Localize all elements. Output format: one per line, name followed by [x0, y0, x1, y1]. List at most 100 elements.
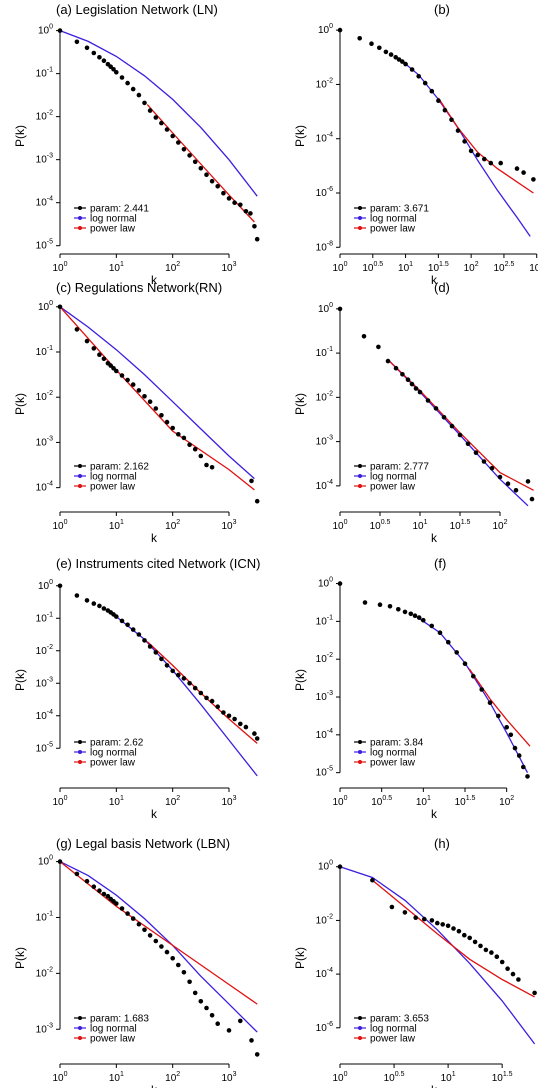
data-point — [390, 905, 395, 910]
data-point — [471, 674, 476, 679]
data-point — [451, 926, 456, 931]
data-point — [75, 872, 80, 877]
data-point — [413, 613, 418, 618]
legend-param-marker — [358, 740, 362, 744]
data-point — [378, 602, 383, 607]
data-point — [484, 948, 489, 953]
data-point — [409, 612, 414, 617]
data-point — [199, 454, 204, 459]
y-tick-label: 100 — [318, 577, 333, 590]
y-axis-label: P(k) — [293, 947, 307, 969]
data-point — [131, 382, 136, 387]
data-point — [531, 177, 536, 182]
panel-title: (b) — [434, 2, 450, 17]
data-point — [396, 607, 401, 612]
data-point — [482, 157, 487, 162]
legend-powerlaw-marker — [358, 760, 362, 764]
data-point — [215, 184, 220, 189]
data-point — [362, 334, 367, 339]
legend-lognormal-marker — [78, 1026, 82, 1030]
data-point — [435, 921, 440, 926]
x-tick-label: 103 — [221, 519, 236, 532]
data-point — [165, 420, 170, 425]
data-point — [85, 879, 90, 884]
data-point — [255, 1052, 260, 1057]
x-tick-label: 100 — [332, 795, 347, 808]
y-tick-label: 10-2 — [36, 966, 53, 979]
data-point — [142, 928, 147, 933]
data-point — [165, 127, 170, 132]
data-point — [248, 211, 253, 216]
data-point — [417, 615, 422, 620]
data-point — [193, 686, 198, 691]
y-tick-label: 10-3 — [36, 153, 53, 166]
panel-title: (f) — [434, 556, 446, 571]
data-point — [193, 447, 198, 452]
x-tick-label: 102 — [165, 261, 180, 274]
legend-powerlaw-marker — [358, 484, 362, 488]
chart-panel-6: (f) 100 10-1 10-2 10-3 10-4 10-5 100 100.5 101 101… — [293, 556, 530, 821]
data-point — [97, 352, 102, 357]
x-tick-label: 101 — [412, 519, 427, 532]
data-point — [457, 929, 462, 934]
x-tick-label: 100.5 — [370, 519, 391, 532]
data-point — [418, 390, 423, 395]
x-tick-label: 100 — [52, 795, 67, 808]
y-axis-label: P(k) — [13, 669, 27, 691]
data-point — [442, 415, 447, 420]
y-axis-label: P(k) — [13, 393, 27, 415]
data-point — [479, 687, 484, 692]
data-point — [377, 46, 382, 51]
legend: param: 2.162log normalpower law — [74, 462, 149, 493]
y-tick-label: 10-4 — [316, 479, 333, 492]
data-point — [488, 700, 493, 705]
data-point — [125, 378, 130, 383]
data-point — [176, 432, 181, 437]
data-point — [495, 954, 500, 959]
data-point — [125, 81, 130, 86]
data-point — [182, 970, 187, 975]
legend-lognormal-marker — [78, 216, 82, 220]
data-point — [394, 366, 399, 371]
y-tick-label: 10-2 — [316, 390, 333, 403]
chart-panel-2: (b)10010-210-410-610-8100 100.5 101 101.5 10… — [293, 2, 538, 287]
legend-powerlaw-marker — [78, 1036, 82, 1040]
data-point — [137, 388, 142, 393]
data-point — [227, 714, 232, 719]
data-point — [526, 479, 531, 484]
data-point — [517, 753, 522, 758]
y-tick-label: 100 — [318, 302, 333, 315]
data-point — [85, 339, 90, 344]
data-point — [426, 398, 431, 403]
data-point — [215, 704, 220, 709]
data-point — [176, 673, 181, 678]
data-point — [148, 933, 153, 938]
legend-powerlaw-marker — [78, 760, 82, 764]
legend-lognormal-marker — [358, 474, 362, 478]
legend-powerlaw-text: power law — [370, 482, 416, 493]
data-point — [369, 41, 374, 46]
data-point — [338, 28, 343, 33]
x-tick-label: 101 — [416, 795, 431, 808]
legend-param-marker — [358, 206, 362, 210]
x-tick-label: 100.5 — [371, 795, 392, 808]
x-tick-label: 100 — [52, 1071, 67, 1084]
data-point — [159, 657, 164, 662]
y-tick-label: 10-4 — [36, 709, 53, 722]
data-point — [92, 601, 97, 606]
data-point — [102, 606, 107, 611]
data-point — [403, 610, 408, 615]
legend-lognormal-marker — [358, 216, 362, 220]
y-tick-label: 10-5 — [36, 239, 53, 252]
y-tick-label: 100 — [38, 855, 53, 868]
data-point — [252, 731, 257, 736]
data-point — [102, 58, 107, 63]
data-point — [489, 950, 494, 955]
x-tick-label: 101 — [109, 1071, 124, 1084]
y-tick-label: 10-2 — [36, 110, 53, 123]
x-tick-label: 100.5 — [362, 261, 383, 274]
data-point — [137, 922, 142, 927]
data-point — [504, 725, 509, 730]
